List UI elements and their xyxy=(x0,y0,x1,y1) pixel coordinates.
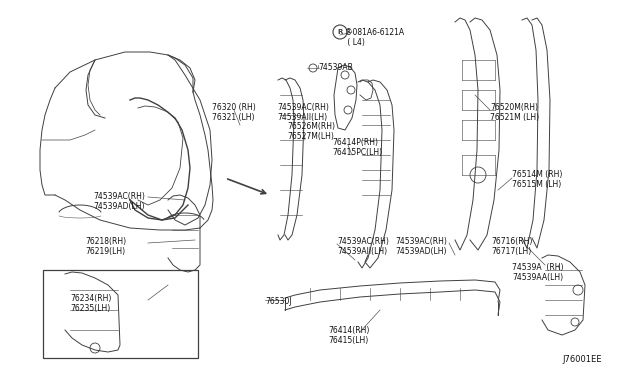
Text: 76320 (RH)
76321 (LH): 76320 (RH) 76321 (LH) xyxy=(212,103,256,122)
Text: 76234(RH)
76235(LH): 76234(RH) 76235(LH) xyxy=(70,294,111,313)
Text: 76520M(RH)
76521M (LH): 76520M(RH) 76521M (LH) xyxy=(490,103,539,122)
Text: 74539AB: 74539AB xyxy=(318,63,353,72)
Text: 74539A  (RH)
74539AA(LH): 74539A (RH) 74539AA(LH) xyxy=(512,263,563,282)
Text: 76716(RH)
76717(LH): 76716(RH) 76717(LH) xyxy=(491,237,532,256)
Text: 76526M(RH)
76527M(LH): 76526M(RH) 76527M(LH) xyxy=(287,122,335,141)
Text: 74539AC(RH)
74539AII(LH): 74539AC(RH) 74539AII(LH) xyxy=(337,237,389,256)
Text: R: R xyxy=(337,29,342,35)
Text: 76414P(RH)
76415PC(LH): 76414P(RH) 76415PC(LH) xyxy=(332,138,382,157)
Text: J76001EE: J76001EE xyxy=(562,355,602,364)
Text: 76514M (RH)
76515M (LH): 76514M (RH) 76515M (LH) xyxy=(512,170,563,189)
Text: 76218(RH)
76219(LH): 76218(RH) 76219(LH) xyxy=(85,237,126,256)
Text: ®081A6-6121A
 ( L4): ®081A6-6121A ( L4) xyxy=(345,28,404,47)
Text: 76414(RH)
76415(LH): 76414(RH) 76415(LH) xyxy=(328,326,369,345)
Text: 74539AC(RH)
74539AD(LH): 74539AC(RH) 74539AD(LH) xyxy=(395,237,447,256)
Bar xyxy=(43,270,198,358)
Text: 76530J: 76530J xyxy=(265,297,292,306)
Text: 74539AC(RH)
74539AD(LH): 74539AC(RH) 74539AD(LH) xyxy=(93,192,145,211)
Text: 74539AC(RH)
74539AII(LH): 74539AC(RH) 74539AII(LH) xyxy=(277,103,329,122)
